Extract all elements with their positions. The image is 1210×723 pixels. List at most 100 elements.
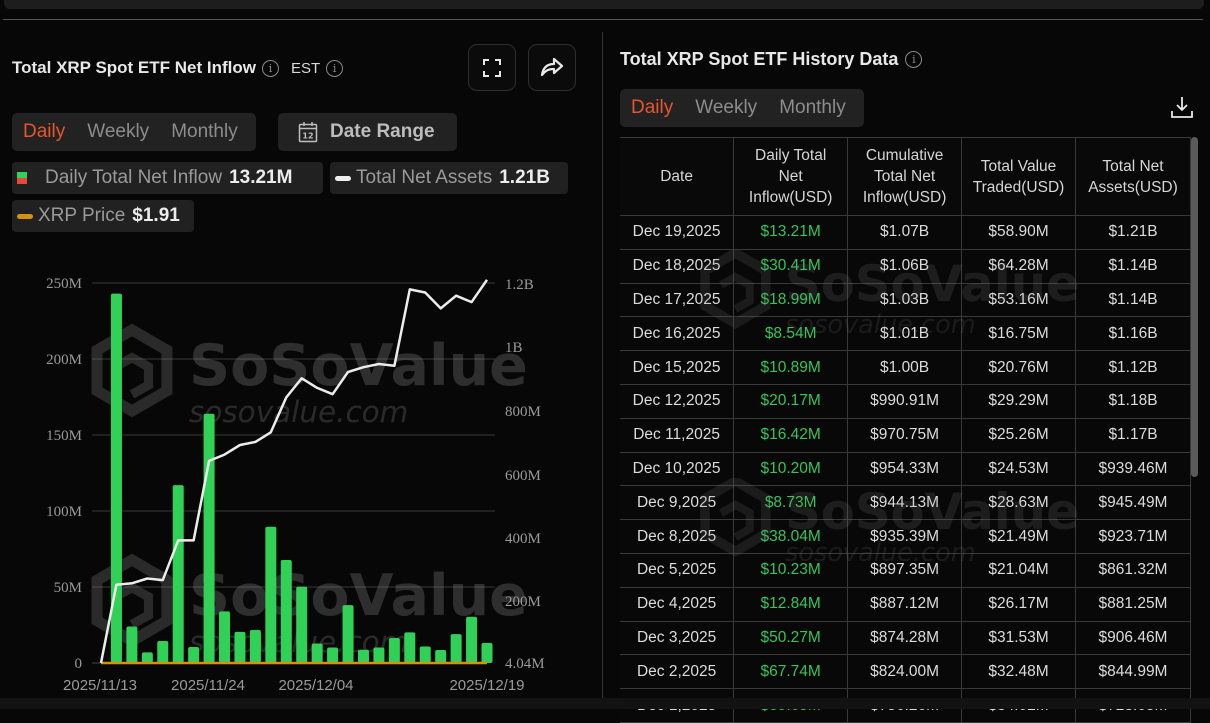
expand-icon: [483, 58, 501, 77]
y-axis-right: 4.04M 200M 400M 600M 800M 1B 1.2B: [505, 277, 545, 672]
info-icon[interactable]: i: [261, 59, 279, 77]
cell-cumulative-inflow: $824.00M: [847, 654, 963, 690]
date-range-button[interactable]: 12 Date Range: [278, 113, 457, 151]
table-row[interactable]: Dec 12,2025 $20.17M $990.91M $29.29M $1.18B: [620, 383, 1191, 419]
table-row[interactable]: Dec 18,2025 $30.41M $1.06B $64.28M $1.14B: [620, 248, 1191, 284]
cell-net-assets: $1.16B: [1075, 316, 1191, 352]
cell-date: Dec 11,2025: [620, 417, 735, 453]
legend-xrp-price[interactable]: XRP Price $1.91: [12, 200, 194, 232]
cell-daily-inflow: $50.27M: [733, 620, 849, 656]
cell-cumulative-inflow: $887.12M: [847, 586, 963, 622]
tab-monthly[interactable]: Monthly: [171, 121, 238, 142]
cell-daily-inflow: $67.74M: [733, 654, 849, 690]
cell-value-traded: $64.28M: [961, 248, 1077, 284]
table-row[interactable]: Dec 16,2025 $8.54M $1.01B $16.75M $1.16B: [620, 316, 1191, 352]
svg-text:2025/11/24: 2025/11/24: [171, 677, 245, 694]
cell-date: Dec 19,2025: [620, 215, 735, 250]
svg-text:250M: 250M: [46, 276, 82, 292]
table-scrollbar[interactable]: [1191, 137, 1198, 477]
info-icon[interactable]: i: [326, 59, 344, 77]
cell-date: Dec 2,2025: [620, 654, 735, 690]
table-row[interactable]: Dec 11,2025 $16.42M $970.75M $25.26M $1.17B: [620, 417, 1191, 453]
svg-text:SoSoValue: SoSoValue: [189, 333, 528, 399]
cell-value-traded: $26.17M: [961, 586, 1077, 622]
divider: [3, 19, 1203, 20]
calendar-icon: 12: [298, 122, 318, 143]
table-row[interactable]: Dec 5,2025 $10.23M $897.35M $21.04M $861.32M: [620, 552, 1191, 588]
legend-value: 13.21M: [229, 167, 293, 188]
cell-daily-inflow: $16.42M: [733, 417, 849, 453]
table-row[interactable]: Dec 2,2025 $67.74M $824.00M $32.48M $844.99M: [620, 654, 1191, 690]
tab-monthly[interactable]: Monthly: [779, 97, 846, 118]
table-row[interactable]: Dec 15,2025 $10.89M $1.00B $20.76M $1.12B: [620, 350, 1191, 385]
cell-daily-inflow: $20.17M: [733, 383, 849, 419]
cell-value-traded: $29.29M: [961, 383, 1077, 419]
legend-net-assets[interactable]: Total Net Assets 1.21B: [330, 162, 568, 194]
cell-daily-inflow: $10.23M: [733, 552, 849, 588]
col-value-traded[interactable]: Total Value Traded(USD): [961, 137, 1077, 216]
cell-value-traded: $21.04M: [961, 552, 1077, 588]
cell-date: Dec 9,2025: [620, 485, 735, 521]
legend-label: Daily Total Net Inflow: [45, 167, 223, 188]
table-row[interactable]: Dec 10,2025 $10.20M $954.33M $24.53M $939.46…: [620, 451, 1191, 487]
tab-weekly[interactable]: Weekly: [695, 97, 758, 118]
bottom-edge: [0, 698, 1210, 709]
cell-date: Dec 4,2025: [620, 586, 735, 622]
cell-value-traded: $21.49M: [961, 519, 1077, 554]
cell-cumulative-inflow: $944.13M: [847, 485, 963, 521]
table-row[interactable]: Dec 19,2025 $13.21M $1.07B $58.90M $1.21B: [620, 215, 1191, 250]
svg-text:2025/12/19: 2025/12/19: [449, 677, 524, 694]
share-button[interactable]: [528, 44, 576, 91]
cell-value-traded: $31.53M: [961, 620, 1077, 656]
svg-text:400M: 400M: [505, 531, 541, 547]
cell-daily-inflow: $8.73M: [733, 485, 849, 521]
cell-value-traded: $53.16M: [961, 282, 1077, 318]
legend-label: Total Net Assets: [356, 167, 493, 188]
top-bar: [4, 0, 1204, 9]
cell-net-assets: $1.14B: [1075, 248, 1191, 284]
col-net-assets[interactable]: Total Net Assets(USD): [1075, 137, 1191, 216]
cell-daily-inflow: $30.41M: [733, 248, 849, 284]
cell-daily-inflow: $10.89M: [733, 350, 849, 385]
cell-net-assets: $1.21B: [1075, 215, 1191, 250]
tab-daily[interactable]: Daily: [631, 97, 674, 118]
cell-date: Dec 3,2025: [620, 620, 735, 656]
table-row[interactable]: Dec 3,2025 $50.27M $874.28M $31.53M $906.46M: [620, 620, 1191, 656]
cell-cumulative-inflow: $990.91M: [847, 383, 963, 419]
watermark: SoSoValuesosovalue.comSoSoValuesosovalue…: [91, 323, 528, 659]
inflow-chart[interactable]: SoSoValuesosovalue.comSoSoValuesosovalue…: [0, 260, 600, 700]
cell-daily-inflow: $12.84M: [733, 586, 849, 622]
col-cumulative-inflow[interactable]: Cumulative Total Net Inflow(USD): [847, 137, 963, 216]
legend-daily-inflow[interactable]: Daily Total Net Inflow 13.21M: [12, 162, 323, 194]
tab-weekly[interactable]: Weekly: [87, 121, 150, 142]
svg-text:4.04M: 4.04M: [505, 656, 545, 672]
net-assets-line: [99, 279, 489, 664]
cell-value-traded: $58.90M: [961, 215, 1077, 250]
cell-net-assets: $1.12B: [1075, 350, 1191, 385]
table-row[interactable]: Dec 9,2025 $8.73M $944.13M $28.63M $945.49M: [620, 485, 1191, 521]
info-icon[interactable]: i: [905, 51, 923, 68]
col-daily-inflow[interactable]: Daily Total Net Inflow(USD): [733, 137, 849, 216]
tab-daily[interactable]: Daily: [23, 121, 66, 142]
cell-cumulative-inflow: $874.28M: [847, 620, 963, 656]
table-row[interactable]: Dec 17,2025 $18.99M $1.03B $53.16M $1.14B: [620, 282, 1191, 318]
table-row[interactable]: Dec 8,2025 $38.04M $935.39M $21.49M $923.71M: [620, 519, 1191, 554]
svg-text:600M: 600M: [505, 468, 541, 484]
cell-cumulative-inflow: $954.33M: [847, 451, 963, 487]
inflow-period-tabs: Daily Weekly Monthly: [12, 113, 256, 151]
cell-cumulative-inflow: $970.75M: [847, 417, 963, 453]
svg-text:12: 12: [302, 132, 313, 141]
cell-daily-inflow: $18.99M: [733, 282, 849, 318]
inflow-title-text: Total XRP Spot ETF Net Inflow: [12, 58, 256, 77]
download-button[interactable]: [1170, 95, 1194, 124]
table-row[interactable]: Dec 4,2025 $12.84M $887.12M $26.17M $881.25M: [620, 586, 1191, 622]
cell-date: Dec 10,2025: [620, 451, 735, 487]
cell-daily-inflow: $13.21M: [733, 215, 849, 250]
fullscreen-button[interactable]: [468, 44, 516, 91]
legend-value: 1.21B: [499, 167, 550, 188]
col-date[interactable]: Date: [620, 137, 735, 216]
cell-cumulative-inflow: $1.06B: [847, 248, 963, 284]
svg-text:2025/12/04: 2025/12/04: [278, 677, 353, 694]
cell-net-assets: $906.46M: [1075, 620, 1191, 656]
cell-value-traded: $25.26M: [961, 417, 1077, 453]
